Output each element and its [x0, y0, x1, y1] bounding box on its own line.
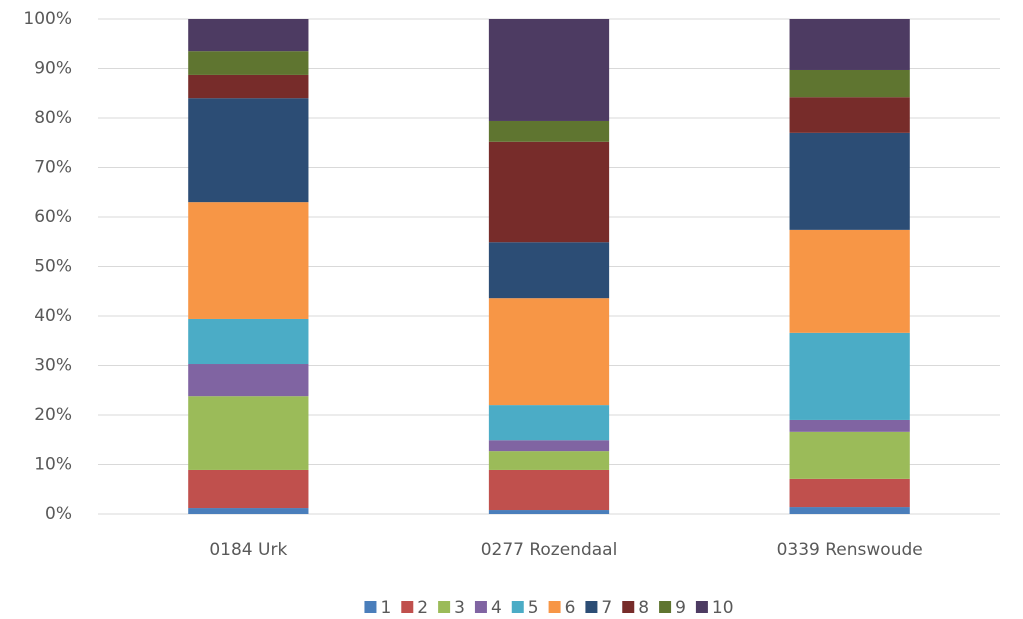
y-tick-label: 100%: [23, 9, 72, 29]
bar-segment: [789, 19, 910, 70]
bar-segment: [488, 141, 610, 243]
legend-swatch: [585, 601, 598, 613]
bar-segment: [188, 202, 309, 319]
bar-segment: [789, 132, 910, 230]
legend-label: 1: [380, 598, 391, 618]
bar-segment: [188, 74, 309, 99]
bar-segment: [488, 120, 610, 142]
y-tick-label: 90%: [34, 59, 72, 79]
x-tick-label: 0277 Rozendaal: [481, 540, 618, 560]
y-tick-label: 10%: [34, 455, 72, 475]
bar-segment: [188, 508, 309, 514]
legend-label: 7: [601, 598, 612, 618]
bar-segment: [789, 97, 910, 133]
y-tick-label: 40%: [34, 306, 72, 326]
legend-swatch: [659, 601, 672, 613]
y-tick-label: 0%: [45, 504, 72, 524]
legend-label: 2: [417, 598, 428, 618]
bar-segment: [488, 19, 610, 121]
legend-swatch: [364, 601, 377, 613]
bar-segment: [488, 405, 610, 441]
bar-segment: [789, 229, 910, 333]
y-tick-label: 20%: [34, 405, 72, 425]
bar-segment: [789, 478, 910, 508]
bar-segment: [188, 364, 309, 397]
bar-segment: [789, 507, 910, 514]
bar-segment: [488, 298, 610, 406]
legend-swatch: [401, 601, 414, 613]
y-tick-label: 60%: [34, 207, 72, 227]
legend-label: 5: [528, 598, 539, 618]
bar-segment: [488, 242, 610, 299]
legend-label: 9: [675, 598, 686, 618]
legend-label: 4: [491, 598, 502, 618]
legend-swatch: [695, 601, 708, 613]
bar-segment: [188, 469, 309, 509]
bar-segment: [188, 318, 309, 365]
bar-segment: [789, 419, 910, 432]
bar-segment: [188, 98, 309, 203]
bar-segment: [789, 332, 910, 420]
legend-label: 10: [712, 598, 734, 618]
legend-swatch: [511, 601, 524, 613]
y-tick-label: 30%: [34, 356, 72, 376]
y-tick-label: 80%: [34, 108, 72, 128]
legend-swatch: [622, 601, 635, 613]
y-tick-label: 50%: [34, 257, 72, 277]
legend-swatch: [548, 601, 561, 613]
y-tick-label: 70%: [34, 158, 72, 178]
legend: 1 2 3 4 5 6 7 8 9 10: [364, 598, 734, 618]
legend-swatch: [438, 601, 451, 613]
bar-segment: [488, 510, 610, 514]
legend-label: 3: [454, 598, 465, 618]
bar-segment: [488, 440, 610, 452]
x-tick-label: 0339 Renswoude: [777, 540, 923, 560]
bar-segment: [488, 451, 610, 470]
bar-segment: [789, 431, 910, 479]
bar-segment: [488, 469, 610, 511]
bar-segment: [188, 51, 309, 75]
bar-segment: [789, 69, 910, 98]
legend-label: 8: [638, 598, 649, 618]
legend-swatch: [474, 601, 487, 613]
bar-segment: [188, 19, 309, 52]
bar-segment: [188, 396, 309, 470]
legend-label: 6: [565, 598, 576, 618]
x-tick-label: 0184 Urk: [209, 540, 287, 560]
